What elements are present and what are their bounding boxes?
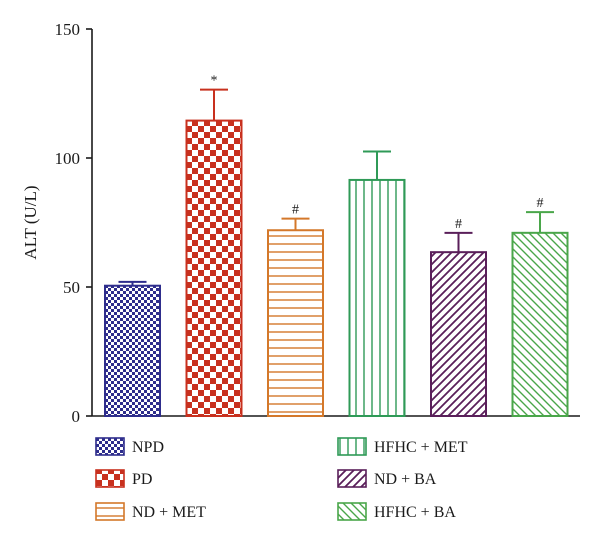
legend-label: PD bbox=[132, 471, 152, 488]
axes: 0 50 100 150 ALT (U/L) bbox=[21, 20, 580, 426]
bars: * # # # bbox=[104, 74, 569, 417]
bar-0 bbox=[104, 284, 161, 417]
legend-label: ND + MET bbox=[132, 504, 206, 521]
y-tick-label: 50 bbox=[63, 278, 80, 297]
bar-4 bbox=[430, 251, 487, 417]
legend-swatch bbox=[337, 437, 367, 456]
legend: NPD PD ND + MET HFHC + MET ND + BA HFHC + BA bbox=[95, 437, 468, 521]
legend-label: HFHC + BA bbox=[374, 504, 456, 521]
significance-annotation: # bbox=[537, 196, 544, 211]
legend-label: HFHC + MET bbox=[374, 439, 468, 456]
y-tick-label: 100 bbox=[55, 149, 81, 168]
y-tick-label: 150 bbox=[55, 20, 81, 39]
significance-annotation: * bbox=[211, 74, 218, 89]
bar-2 bbox=[267, 229, 324, 417]
legend-label: ND + BA bbox=[374, 471, 437, 488]
legend-swatch bbox=[95, 437, 125, 456]
legend-swatch bbox=[95, 469, 125, 488]
legend-swatch bbox=[95, 502, 125, 521]
y-tick-label: 0 bbox=[72, 407, 81, 426]
significance-annotation: # bbox=[455, 217, 462, 232]
legend-swatch bbox=[337, 502, 367, 521]
bar-1 bbox=[185, 119, 243, 417]
legend-label: NPD bbox=[132, 439, 164, 456]
y-axis-label: ALT (U/L) bbox=[21, 185, 40, 259]
bar-3 bbox=[348, 178, 406, 417]
bar-5 bbox=[511, 231, 569, 417]
significance-annotation: # bbox=[292, 203, 299, 218]
legend-swatch bbox=[337, 469, 367, 488]
